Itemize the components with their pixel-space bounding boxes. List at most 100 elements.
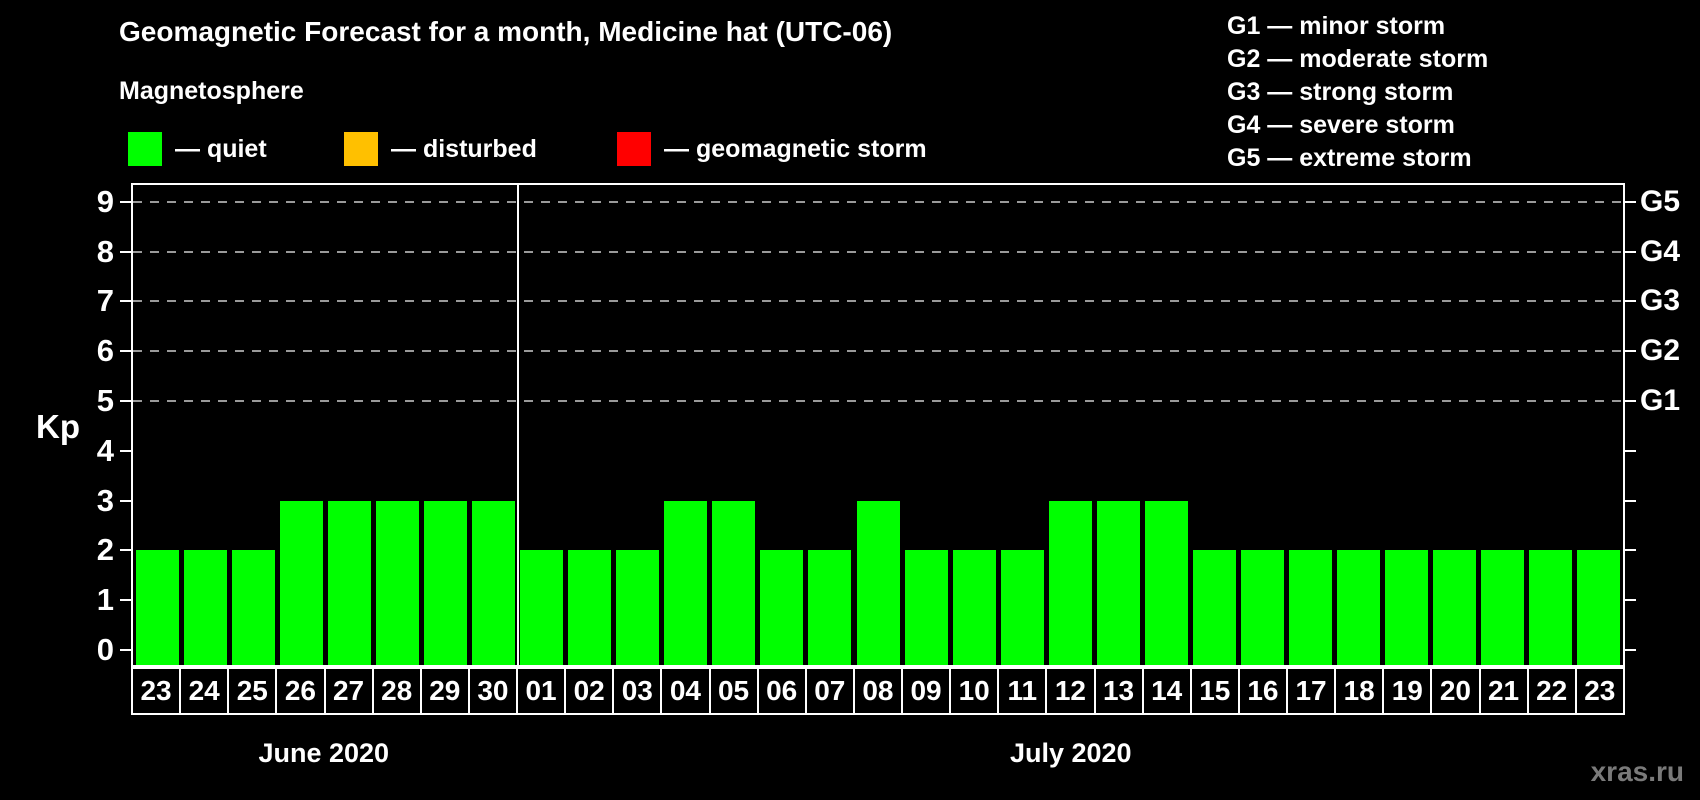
plot-area (131, 183, 1625, 667)
kp-tick-label-9: 9 (96, 183, 114, 219)
kp-tick-label-8: 8 (96, 233, 114, 269)
day-label-june-29: 29 (419, 667, 470, 715)
y-axis-label: Kp (36, 408, 80, 445)
kp-tick-1 (120, 599, 131, 602)
kp-tick-label-4: 4 (96, 432, 114, 468)
kp-bar-day-16 (1241, 550, 1285, 665)
day-label-june-26: 26 (275, 667, 326, 715)
day-label-july-05: 05 (708, 667, 759, 715)
kp-bar-day-28 (375, 500, 419, 665)
day-label-july-23: 23 (1574, 667, 1625, 715)
kp-bar-day-09 (904, 550, 948, 665)
kp-bar-day-12 (1048, 500, 1092, 665)
day-label-june-30: 30 (467, 667, 518, 715)
g-tick-label-g2: G2 (1640, 334, 1681, 368)
gridline-kp5 (133, 400, 1623, 402)
legend-label-geomagnetic-storm: — geomagnetic storm (664, 134, 927, 163)
kp-bar-day-24 (183, 550, 227, 665)
right-tick-8 (1623, 250, 1636, 253)
kp-tick-label-7: 7 (96, 283, 114, 319)
g-legend-line-4: G4 — severe storm (1227, 111, 1455, 139)
day-label-july-08: 08 (852, 667, 903, 715)
quiet-color-swatch-icon (128, 132, 162, 166)
day-label-july-16: 16 (1237, 667, 1288, 715)
kp-tick-3 (120, 499, 131, 502)
day-label-july-01: 01 (516, 667, 567, 715)
kp-bar-day-23 (135, 550, 179, 665)
day-label-july-04: 04 (660, 667, 711, 715)
kp-bar-day-11 (1000, 550, 1044, 665)
gridline-kp6 (133, 350, 1623, 353)
g-legend-line-1: G1 — minor storm (1227, 12, 1446, 40)
kp-bar-day-15 (1192, 550, 1236, 665)
day-label-july-17: 17 (1286, 667, 1337, 715)
kp-bar-day-08 (856, 500, 900, 665)
kp-tick-7 (120, 300, 131, 303)
day-label-june-23: 23 (131, 667, 182, 715)
kp-bar-day-26 (279, 500, 323, 665)
kp-tick-label-2: 2 (96, 532, 114, 568)
day-label-june-27: 27 (323, 667, 374, 715)
g-legend-line-3: G3 — strong storm (1227, 78, 1454, 106)
right-tick-7 (1623, 300, 1636, 303)
day-label-july-11: 11 (997, 667, 1048, 715)
day-label-june-28: 28 (371, 667, 422, 715)
kp-tick-label-5: 5 (96, 383, 114, 418)
g-legend-line-2: G2 — moderate storm (1227, 45, 1489, 73)
g-tick-label-g3: G3 (1640, 284, 1681, 318)
day-label-july-21: 21 (1478, 667, 1529, 715)
day-label-june-24: 24 (179, 667, 230, 715)
x-axis-day-labels: 23 24 25 26 27 28 29 30 01 02 03 04 05 06 07 08 09 10 11 12… (131, 667, 1625, 715)
kp-tick-9 (120, 200, 131, 203)
right-tick-3 (1623, 499, 1636, 502)
day-label-july-07: 07 (804, 667, 855, 715)
kp-bar-day-03 (616, 550, 660, 665)
kp-bar-day-18 (1337, 550, 1381, 665)
right-tick-5 (1623, 400, 1636, 402)
right-tick-4 (1623, 449, 1636, 452)
kp-bar-day-13 (1096, 500, 1140, 665)
kp-bar-day-07 (808, 550, 852, 665)
g-tick-label-g5: G5 (1640, 184, 1681, 218)
kp-tick-label-3: 3 (96, 482, 114, 518)
day-label-july-15: 15 (1189, 667, 1240, 715)
legend-label-quiet: — quiet (175, 134, 267, 163)
kp-bar-day-27 (327, 500, 371, 665)
month-label-july: July 2020 (1009, 738, 1132, 768)
kp-bar-day-23 (1577, 550, 1621, 665)
g-legend-line-5: G5 — extreme storm (1227, 144, 1472, 172)
legend-item-geomagnetic-storm: — geomagnetic storm (617, 132, 927, 166)
kp-bar-day-05 (712, 500, 756, 665)
kp-tick-5 (120, 400, 131, 402)
day-label-june-25: 25 (227, 667, 278, 715)
gridline-kp7 (133, 300, 1623, 303)
kp-tick-2 (120, 549, 131, 552)
g-tick-label-g1: G1 (1640, 384, 1681, 417)
magnetosphere-legend-title: Magnetosphere (119, 77, 304, 105)
day-label-july-10: 10 (949, 667, 1000, 715)
legend-label-disturbed: — disturbed (391, 134, 537, 163)
kp-bar-day-25 (231, 550, 275, 665)
kp-tick-6 (120, 350, 131, 353)
kp-bar-day-19 (1385, 550, 1429, 665)
legend-item-disturbed: — disturbed (344, 132, 537, 166)
kp-bar-day-29 (423, 500, 467, 665)
day-label-july-20: 20 (1430, 667, 1481, 715)
day-label-july-19: 19 (1382, 667, 1433, 715)
right-tick-2 (1623, 549, 1636, 552)
day-label-july-03: 03 (612, 667, 663, 715)
day-label-july-18: 18 (1334, 667, 1385, 715)
kp-tick-8 (120, 250, 131, 253)
gridline-kp8 (133, 250, 1623, 253)
month-label-june: June 2020 (258, 738, 390, 768)
gridline-kp9 (133, 200, 1623, 203)
kp-bar-day-06 (760, 550, 804, 665)
day-label-july-22: 22 (1526, 667, 1577, 715)
kp-bar-day-20 (1433, 550, 1477, 665)
legend-item-quiet: — quiet (128, 132, 267, 166)
day-label-july-13: 13 (1093, 667, 1144, 715)
kp-tick-label-6: 6 (96, 333, 114, 369)
kp-bar-day-14 (1144, 500, 1188, 665)
kp-bar-day-02 (568, 550, 612, 665)
